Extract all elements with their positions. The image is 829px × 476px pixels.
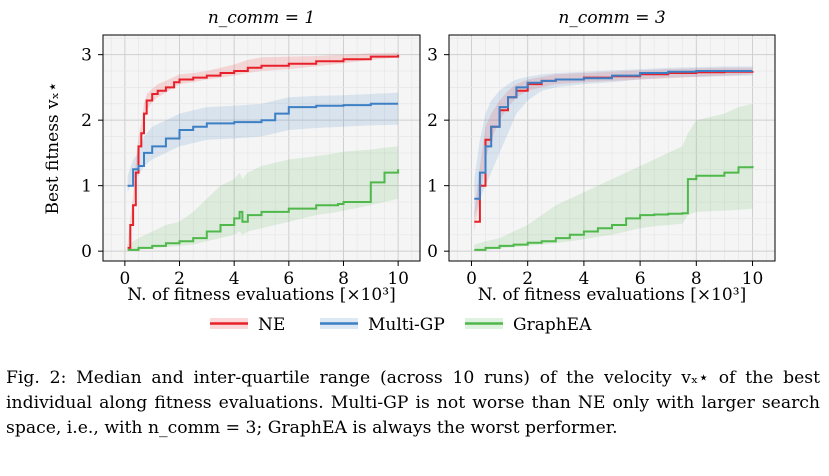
y-tick-label: 0 <box>81 242 92 262</box>
axes-frame <box>102 34 421 262</box>
x-tick-label: 4 <box>229 269 240 289</box>
iqr-band-multi-gp <box>127 92 399 193</box>
median-line-graphea <box>474 166 754 251</box>
x-axis-label: N. of fitness evaluations [×10³] <box>127 285 395 305</box>
iqr-band-graphea <box>127 146 399 252</box>
figure-caption: Fig. 2: Median and inter-quartile range … <box>6 366 820 441</box>
x-tick-label: 0 <box>466 269 477 289</box>
y-axis-label: Best fitness vₓ⋆ <box>43 82 63 215</box>
x-tick-label: 6 <box>635 269 646 289</box>
subplot-ncomm-3: 0 2 4 6 8 10 0 1 2 3 n_comm = 3 N. of fitness evalu… <box>427 8 776 305</box>
y-tick-label: 1 <box>427 177 438 197</box>
caption-text: Median and inter-quartile range (across … <box>6 368 821 438</box>
x-tick-label: 8 <box>338 269 349 289</box>
x-tick-label: 6 <box>283 269 294 289</box>
y-tick-label: 2 <box>81 111 92 131</box>
subplot-title: n_comm = 3 <box>558 8 665 28</box>
subplot-ncomm-1: 0 2 4 6 8 10 0 1 2 3 n_comm = 1 N. of fitness evalu… <box>81 8 421 305</box>
y-tick-label: 2 <box>427 111 438 131</box>
x-tick-label: 0 <box>119 269 130 289</box>
y-tick-label: 3 <box>81 46 92 66</box>
legend-label-graphea: GraphEA <box>513 315 592 335</box>
y-tick-label: 1 <box>81 177 92 197</box>
x-tick-label: 4 <box>578 269 589 289</box>
x-tick-label: 10 <box>742 269 764 289</box>
median-line-multi-gp <box>474 70 753 200</box>
legend: NE Multi-GP GraphEA <box>210 315 592 335</box>
x-tick-label: 10 <box>387 269 409 289</box>
legend-label-ne: NE <box>258 315 285 335</box>
y-tick-label: 0 <box>427 242 438 262</box>
x-tick-label: 2 <box>174 269 185 289</box>
median-line-graphea <box>127 169 400 251</box>
median-line-multi-gp <box>127 102 399 187</box>
median-line-ne <box>127 54 400 249</box>
subplot-title: n_comm = 1 <box>208 8 315 28</box>
x-tick-label: 2 <box>522 269 533 289</box>
x-axis-label: N. of fitness evaluations [×10³] <box>478 285 746 305</box>
y-tick-label: 3 <box>427 46 438 66</box>
caption-prefix: Fig. 2: <box>6 368 67 388</box>
x-tick-label: 8 <box>691 269 702 289</box>
axes-frame <box>448 34 776 262</box>
legend-label-multi-gp: Multi-GP <box>368 315 445 335</box>
